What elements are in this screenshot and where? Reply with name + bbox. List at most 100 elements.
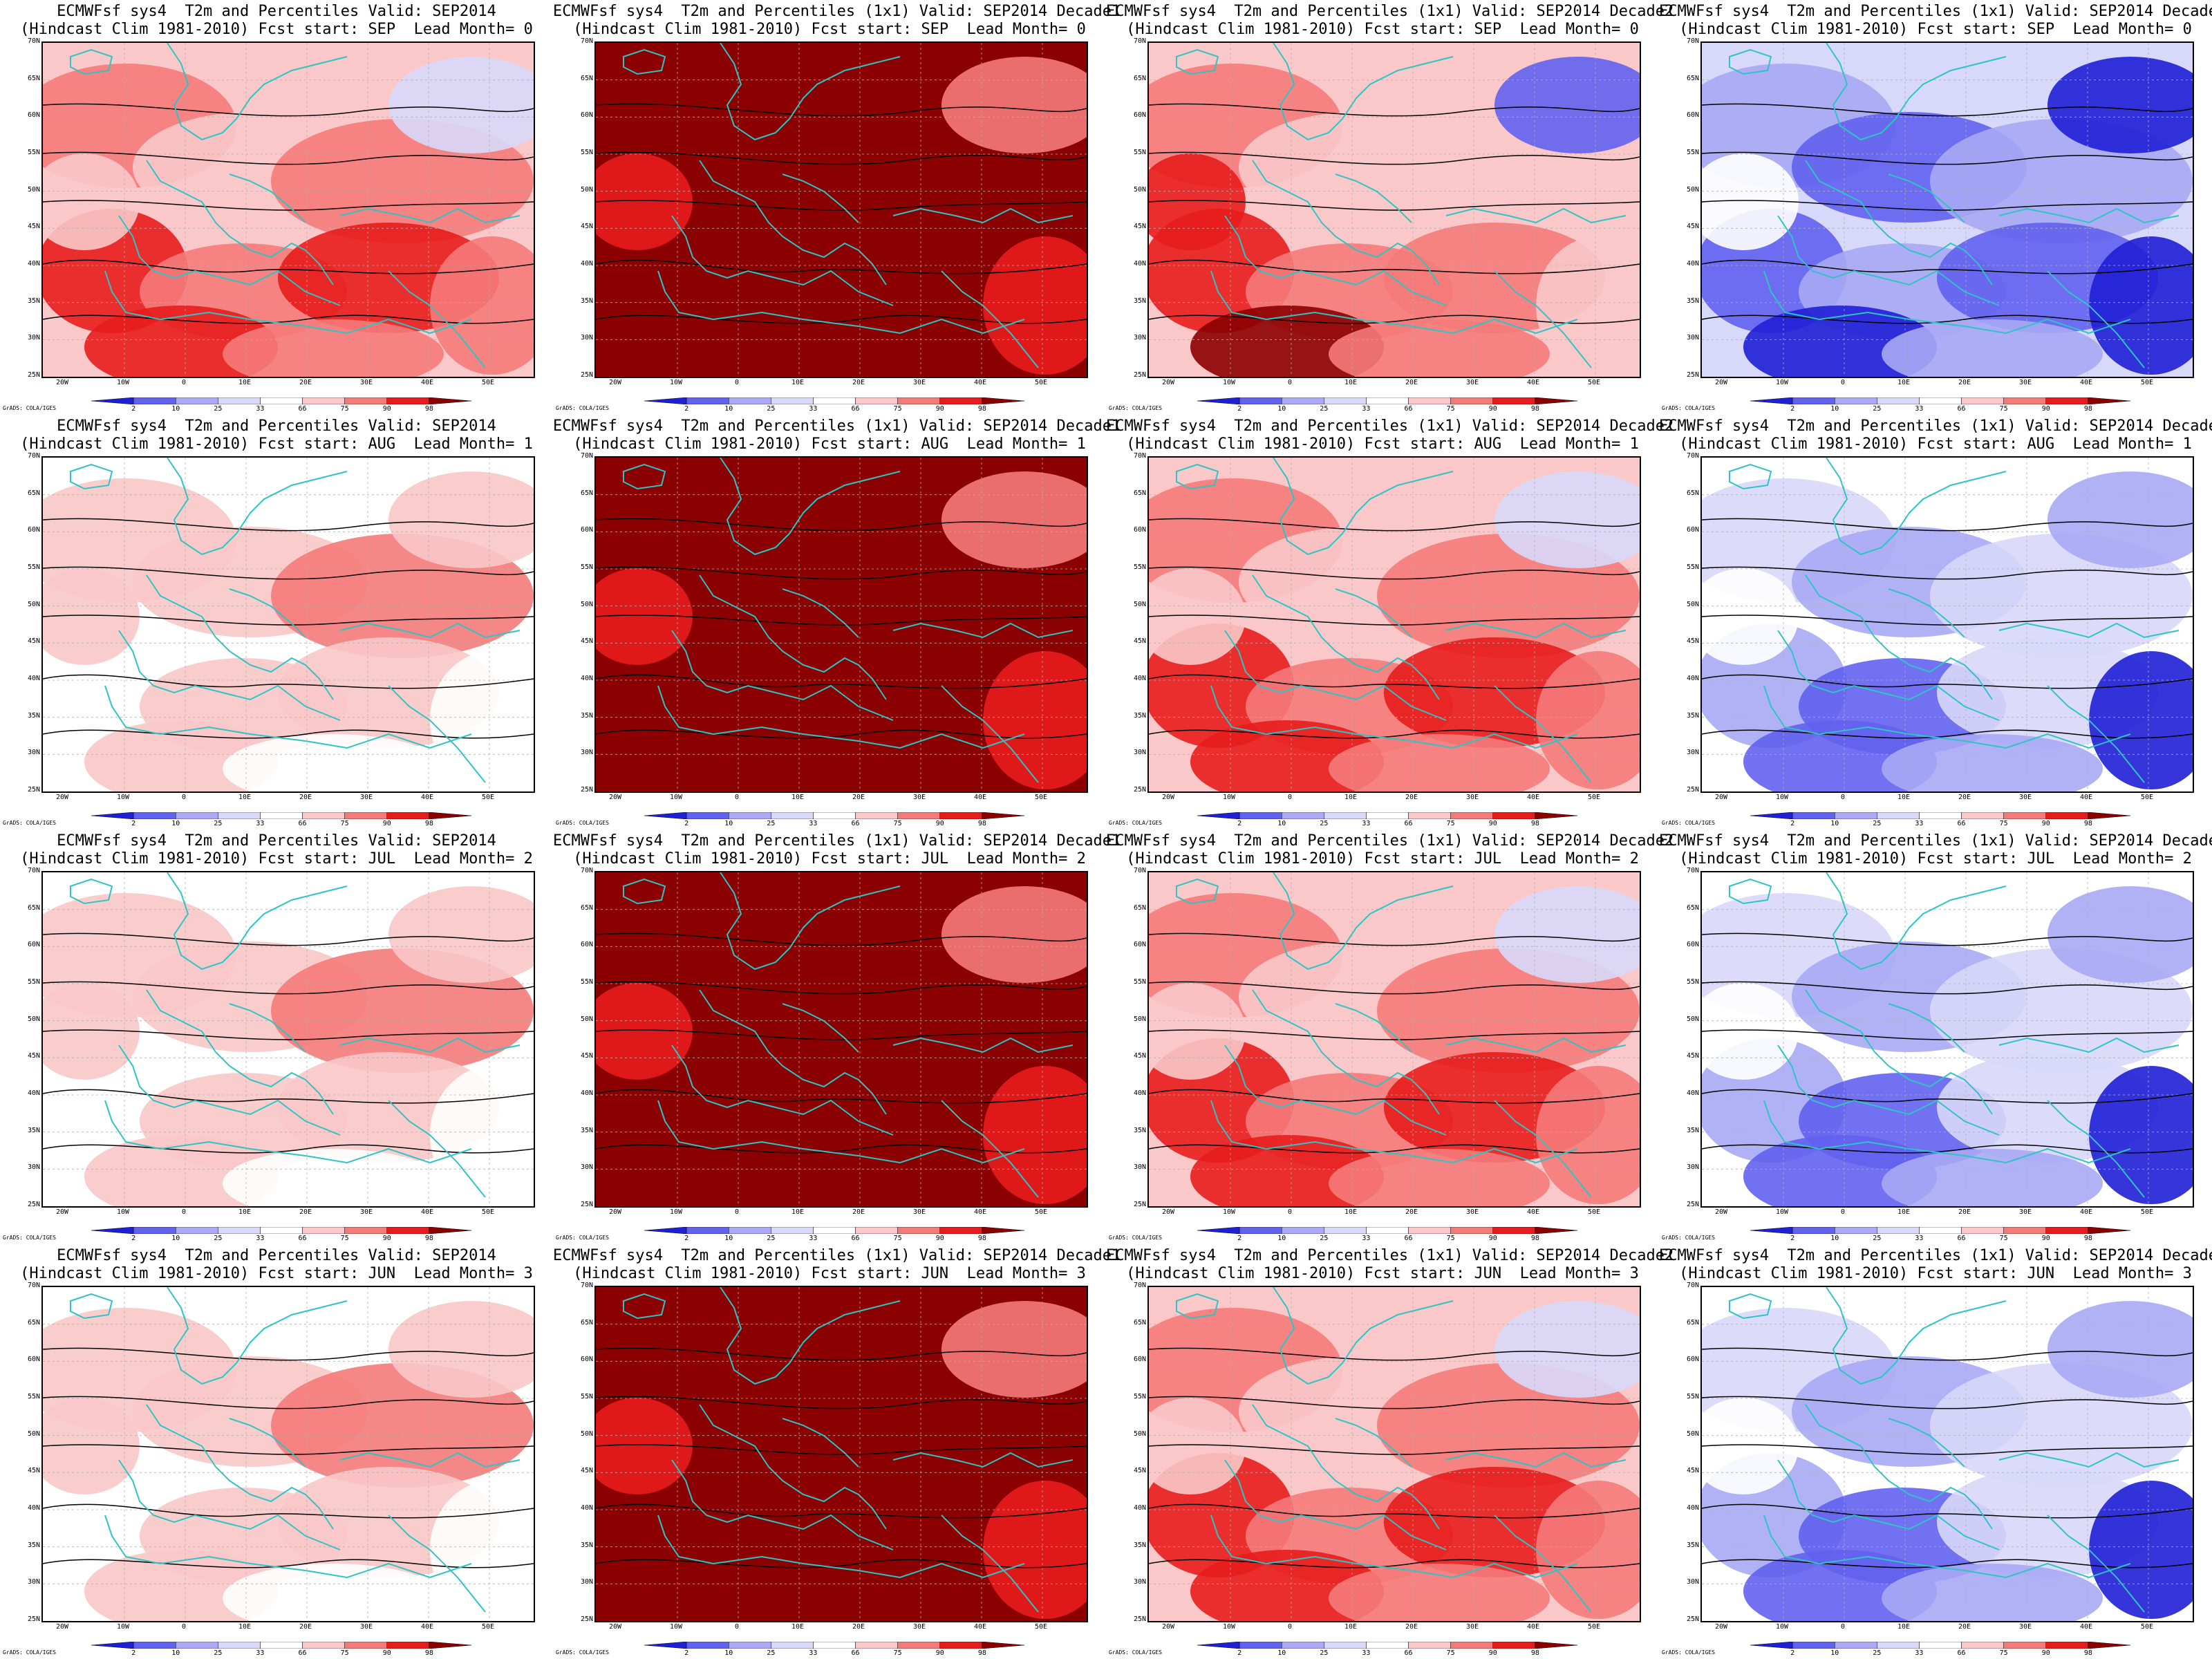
lat-label: 70N <box>1133 452 1146 460</box>
panel-subtitle: (Hindcast Clim 1981-2010) Fcst start: JU… <box>1126 1265 1639 1282</box>
colorbar-swatch <box>855 1227 898 1234</box>
isotherm-contour <box>43 1029 534 1040</box>
coastline <box>2047 1100 2145 1198</box>
colorbar-swatch <box>1408 1227 1451 1234</box>
colorbar-swatch <box>771 397 814 404</box>
isotherm-contour <box>1149 1089 1640 1104</box>
lon-label: 20W <box>608 379 622 386</box>
lat-label: 50N <box>1133 1430 1146 1438</box>
colorbar-tick-label: 98 <box>977 820 986 827</box>
colorbar-swatch <box>1408 397 1451 404</box>
lon-label: 20W <box>55 379 69 386</box>
lat-label: 60N <box>580 941 593 949</box>
isotherm-contour <box>1149 103 1640 117</box>
panel-title: ECMWFsf sys4 T2m and Percentiles (1x1) V… <box>1106 832 1674 850</box>
colorbar-tick-label: 75 <box>1999 1235 2008 1242</box>
grads-credit: GrADS: COLA/IGES <box>3 820 57 826</box>
colorbar <box>1197 397 1577 404</box>
colorbar-swatch <box>133 1642 176 1649</box>
lon-label: 20E <box>852 379 865 386</box>
isotherm-contour <box>1149 1503 1640 1519</box>
lon-label: 20E <box>299 794 312 801</box>
lon-label: 40E <box>973 379 987 386</box>
colorbar-tick-label: 66 <box>851 1235 860 1242</box>
colorbar-tick-label: 98 <box>424 1235 433 1242</box>
map-svg <box>596 43 1087 377</box>
colorbar-swatch <box>1366 397 1409 404</box>
colorbar-tick-label: 98 <box>2083 405 2092 413</box>
lat-label: 60N <box>27 941 40 949</box>
lon-label: 20E <box>1405 1208 1418 1216</box>
lat-label: 35N <box>1686 1126 1699 1134</box>
map-svg <box>1149 458 1640 791</box>
percentile-region <box>776 1149 997 1206</box>
colorbar-swatch <box>218 397 261 404</box>
panel-subtitle: (Hindcast Clim 1981-2010) Fcst start: JU… <box>20 1265 533 1282</box>
colorbar-swatch <box>686 1642 729 1649</box>
colorbar-swatch <box>2003 397 2047 404</box>
colorbar-tick-label: 66 <box>298 405 307 413</box>
percentile-region <box>941 886 1087 983</box>
colorbar-tick-label: 90 <box>1488 1649 1497 1657</box>
grads-credit: GrADS: COLA/IGES <box>3 1649 57 1656</box>
grads-credit: GrADS: COLA/IGES <box>1662 1649 1716 1656</box>
percentile-region <box>1329 734 1550 791</box>
coastline <box>146 160 334 285</box>
colorbar-tick-label: 66 <box>1404 820 1413 827</box>
lon-label: 20E <box>1958 1208 1971 1216</box>
lon-label: 10E <box>1344 1623 1358 1631</box>
lat-label: 40N <box>1686 1504 1699 1512</box>
percentile-region <box>596 568 693 665</box>
coastline <box>1888 1418 1965 1468</box>
lat-label: 70N <box>1133 37 1146 45</box>
lon-label: 10W <box>1222 379 1236 386</box>
colorbar-tick-label: 25 <box>767 820 776 827</box>
lon-label: 30E <box>912 794 926 801</box>
coastline <box>1729 878 1772 905</box>
isotherm-contour <box>43 1347 534 1361</box>
lon-label: 10W <box>116 1623 130 1631</box>
percentile-region <box>1882 734 2103 791</box>
colorbar-swatch <box>855 397 898 404</box>
lat-label: 45N <box>1686 223 1699 231</box>
panel-title: ECMWFsf sys4 T2m and Percentiles (1x1) V… <box>1106 418 1674 435</box>
lat-label: 45N <box>580 1467 593 1475</box>
isotherm-contour <box>43 1396 534 1409</box>
colorbar-swatch <box>686 397 729 404</box>
colorbar-swatch <box>260 1642 303 1649</box>
panel-title: ECMWFsf sys4 T2m and Percentiles (1x1) V… <box>1659 418 2212 435</box>
isotherm-contour <box>43 1144 534 1154</box>
colorbar-swatch <box>1919 812 1962 819</box>
colorbar-tick-label: 66 <box>1957 405 1966 413</box>
colorbar-swatch <box>1239 397 1282 404</box>
colorbar-tick-label: 66 <box>851 1649 860 1657</box>
colorbar-swatch <box>302 1227 345 1234</box>
coastline <box>70 1293 113 1320</box>
isotherm-contour <box>1149 566 1640 580</box>
coastline <box>388 685 486 783</box>
lon-label: 0 <box>1840 1623 1846 1631</box>
colorbar-tick-label: 2 <box>1237 405 1242 413</box>
coastline <box>782 588 859 638</box>
isotherm-contour <box>596 932 1087 946</box>
colorbar-ticks: 2 10 25 33 66 75 90 98 <box>644 820 1024 828</box>
lon-label: 20W <box>608 1208 622 1216</box>
colorbar-swatch <box>1366 1642 1409 1649</box>
lat-label: 55N <box>1133 978 1146 986</box>
lat-label: 25N <box>1686 371 1699 379</box>
colorbar-swatch <box>813 1227 856 1234</box>
colorbar-tick-label: 2 <box>131 820 136 827</box>
colorbar-tick-label: 75 <box>340 1235 349 1242</box>
coastline <box>892 207 1074 224</box>
coastline <box>70 48 113 75</box>
grads-credit: GrADS: COLA/IGES <box>1109 820 1163 826</box>
panel-title: ECMWFsf sys4 T2m and Percentiles (1x1) V… <box>553 418 1121 435</box>
colorbar <box>1750 1227 2130 1234</box>
colorbar-tick-label: 66 <box>851 820 860 827</box>
coastline <box>2047 1515 2145 1613</box>
panel-title: ECMWFsf sys4 T2m and Percentiles (1x1) V… <box>1659 1247 2212 1264</box>
isotherm-contour <box>43 1089 534 1104</box>
lon-label: 0 <box>1840 1208 1846 1216</box>
isotherm-contour <box>43 518 534 532</box>
lon-label: 20E <box>299 1623 312 1631</box>
